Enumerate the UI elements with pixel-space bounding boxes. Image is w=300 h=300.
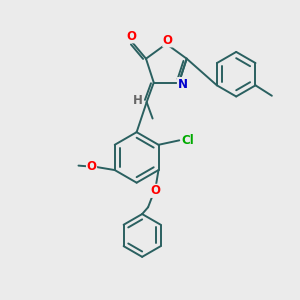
Text: N: N <box>178 78 188 91</box>
Text: O: O <box>87 160 97 173</box>
Text: O: O <box>127 30 137 43</box>
Text: Cl: Cl <box>181 134 194 147</box>
Text: H: H <box>133 94 143 107</box>
Text: O: O <box>151 184 160 197</box>
Text: O: O <box>163 34 173 47</box>
